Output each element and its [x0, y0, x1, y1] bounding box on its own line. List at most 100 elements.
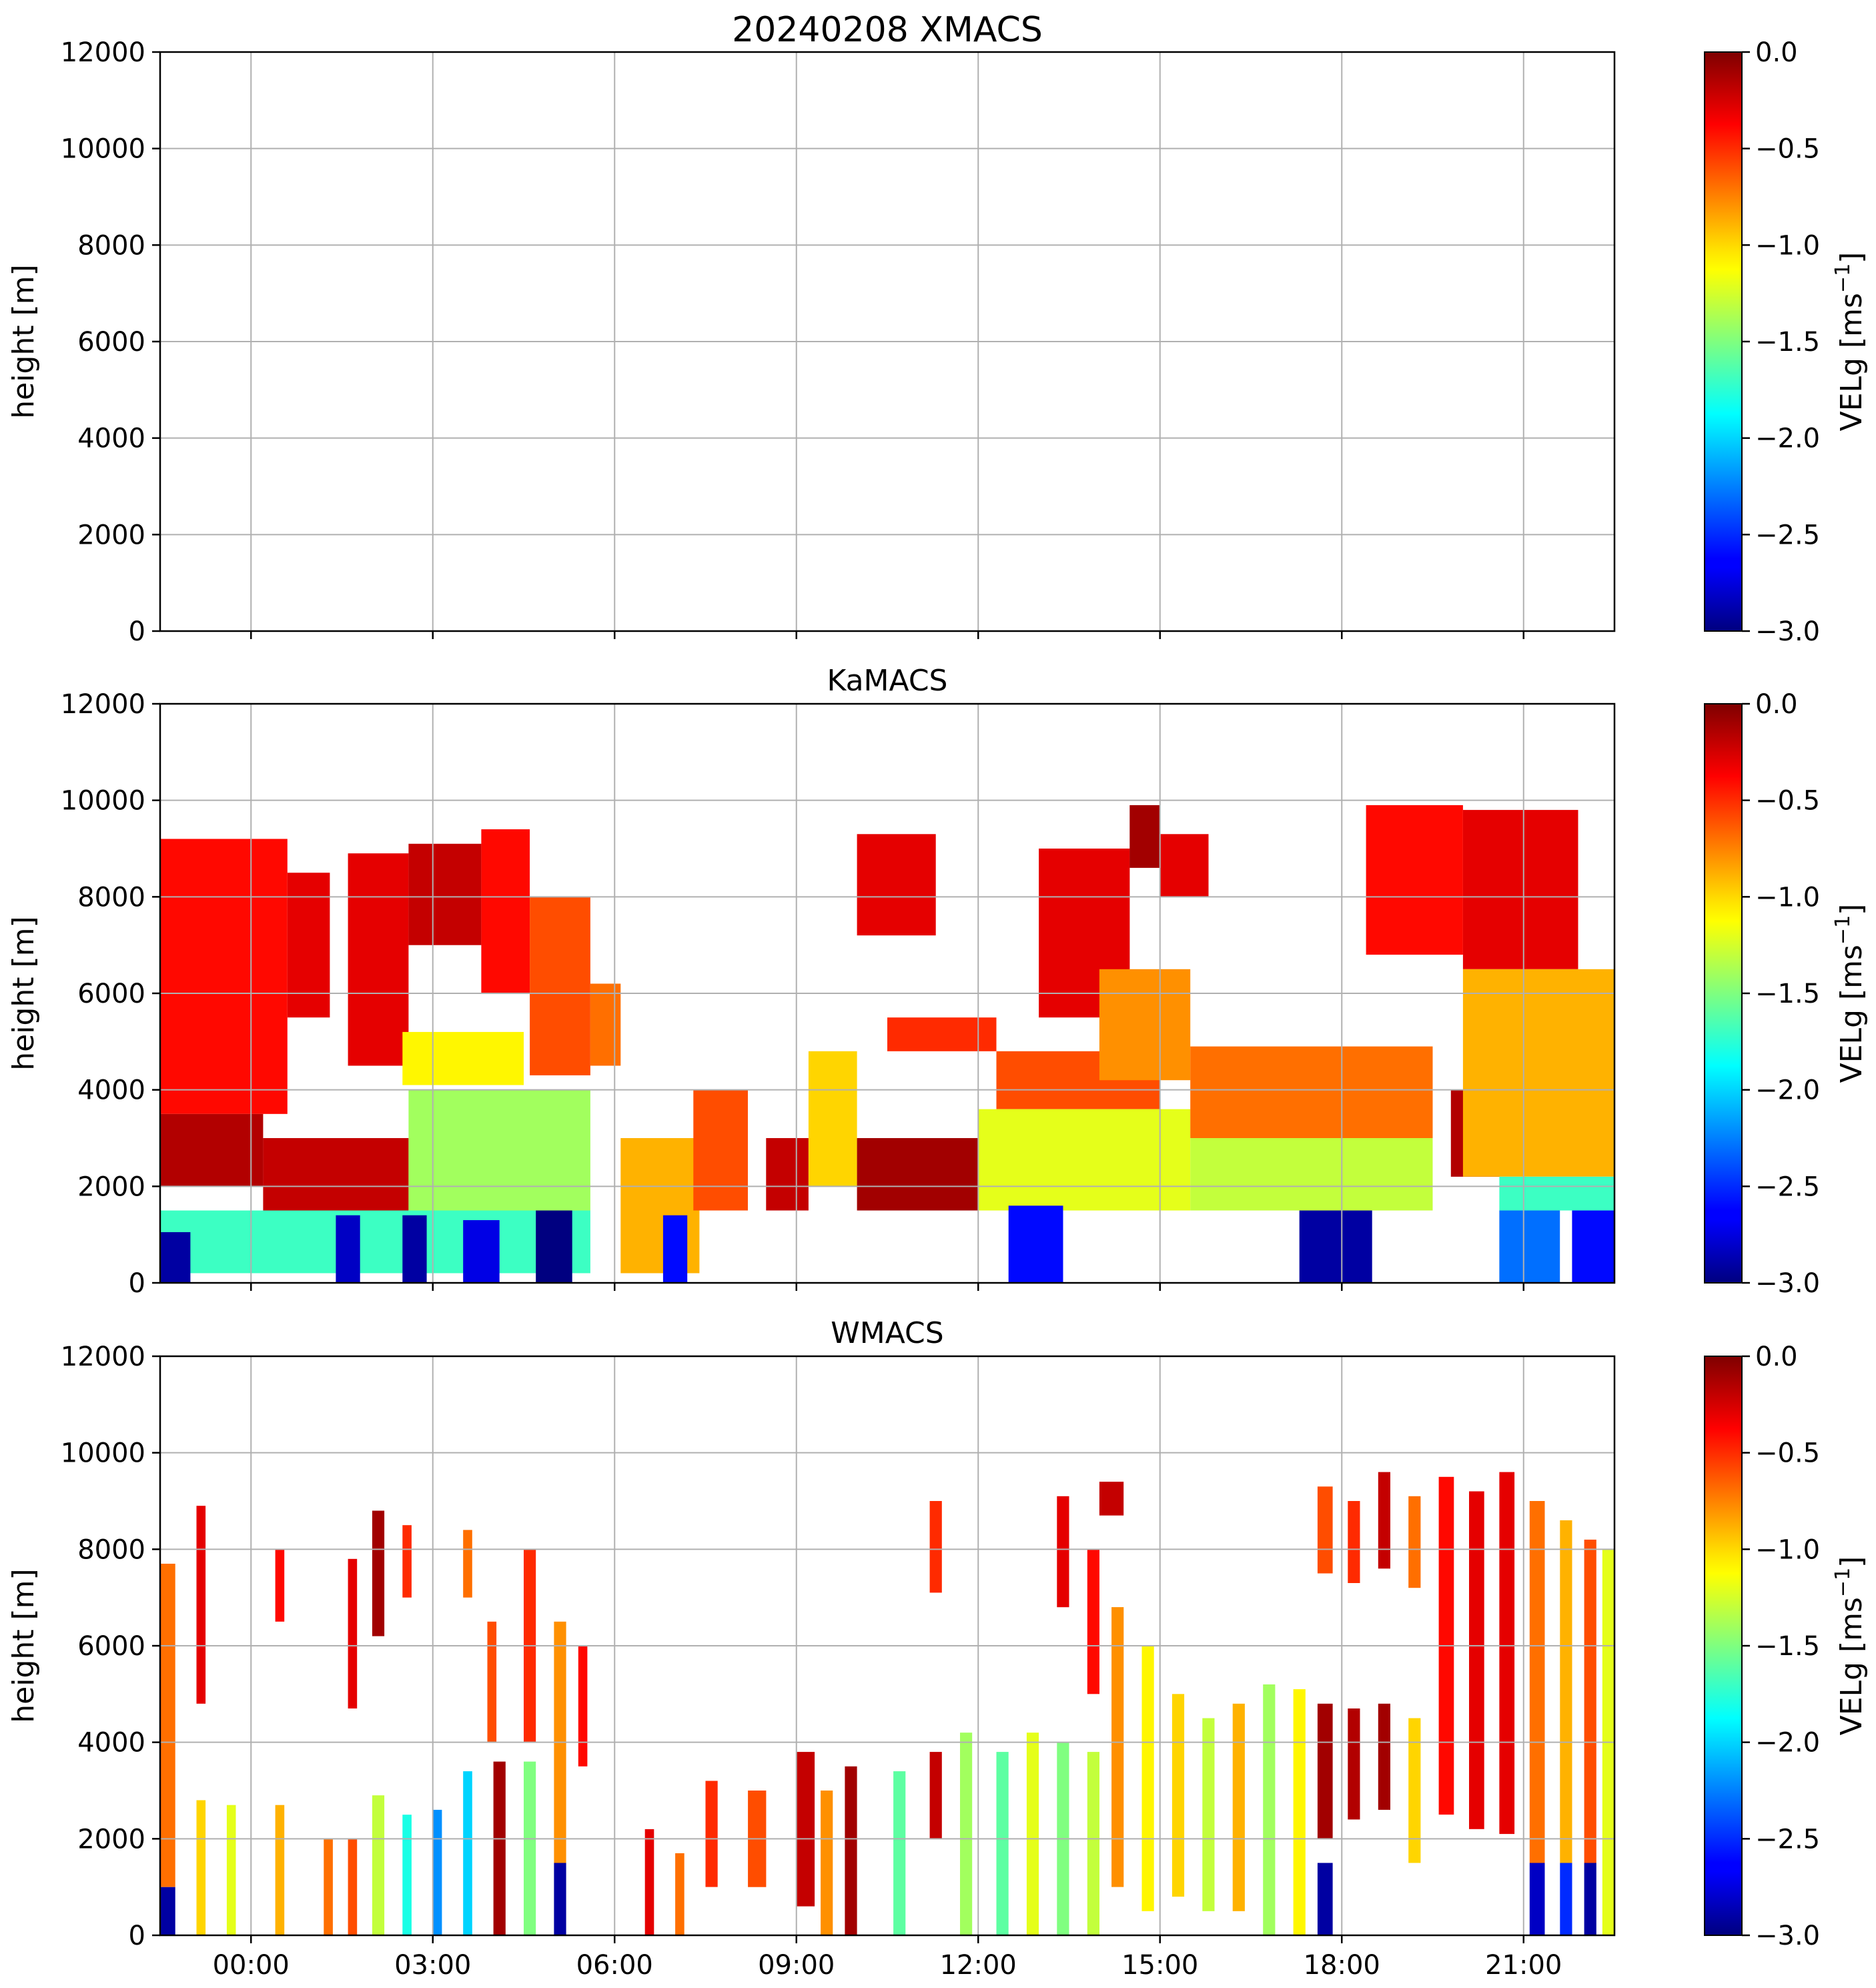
y-axis: 0 2000 4000 6000 8000 10000 12000	[61, 1342, 160, 1951]
echo-region	[226, 1805, 236, 1935]
colorbar-tick-label: −1.0	[1755, 230, 1820, 261]
colorbar: 0.0 −0.5 −1.0 −1.5 −2.0 −2.5 −3.0 VELg […	[1704, 1342, 1869, 1951]
x-tick-label: 09:00	[758, 1950, 835, 1981]
y-tick-label: 12000	[61, 689, 145, 720]
panel-title: WMACS	[831, 1316, 943, 1350]
echo-region	[893, 1771, 906, 1935]
y-axis: 0 2000 4000 6000 8000 10000 12000	[61, 689, 160, 1299]
y-tick-label: 6000	[77, 327, 145, 358]
echo-region	[1299, 1210, 1372, 1283]
colorbar-tick-label: −2.0	[1755, 1728, 1820, 1759]
colorbar-tick-label: −1.5	[1755, 327, 1820, 358]
echo-region	[1348, 1708, 1360, 1820]
colorbar: 0.0 −0.5 −1.0 −1.5 −2.0 −2.5 −3.0 VELg […	[1704, 37, 1869, 647]
echo-region	[1317, 1486, 1333, 1574]
x-tick-label: 21:00	[1485, 1950, 1562, 1981]
y-tick-label: 12000	[61, 37, 145, 68]
echo-region	[1408, 1718, 1421, 1863]
y-axis: 0 2000 4000 6000 8000 10000 12000	[61, 37, 160, 647]
grid-lines	[160, 1356, 1614, 1936]
echo-region	[1202, 1718, 1215, 1911]
echo-region	[1263, 1684, 1276, 1935]
echo-region	[275, 1805, 285, 1935]
echo-layer	[160, 805, 1614, 1283]
echo-region	[1378, 1703, 1390, 1810]
colorbar-tick-label: −2.5	[1755, 520, 1820, 550]
echo-region	[160, 1232, 191, 1283]
echo-region	[408, 1089, 590, 1211]
echo-region	[960, 1732, 973, 1935]
echo-region	[578, 1646, 588, 1767]
echo-region	[1057, 1496, 1069, 1608]
colorbar-label: VELg [ms−1]	[1831, 904, 1869, 1083]
echo-region	[996, 1752, 1009, 1935]
echo-region	[324, 1839, 333, 1935]
echo-region	[1232, 1703, 1245, 1911]
echo-region	[402, 1215, 427, 1283]
panel-title: KaMACS	[827, 664, 948, 698]
echo-region	[1408, 1496, 1421, 1588]
x-tick-label: 15:00	[1121, 1950, 1198, 1981]
echo-region	[348, 1558, 358, 1708]
echo-region	[1462, 969, 1614, 1177]
panel-kamacs: KaMACS 0 2000 4000 6000 8000 10000 12000…	[7, 664, 1869, 1299]
y-tick-label: 6000	[77, 979, 145, 1009]
echo-region	[1317, 1863, 1333, 1935]
echo-region	[160, 1887, 175, 1935]
colorbar-tick-label: −0.5	[1755, 786, 1820, 817]
echo-region	[1190, 1046, 1433, 1138]
echo-region	[845, 1766, 857, 1935]
colorbar-tick-label: −2.0	[1755, 1075, 1820, 1106]
colorbar-tick-label: −2.5	[1755, 1824, 1820, 1855]
echo-region	[857, 834, 936, 936]
echo-region	[536, 1210, 572, 1283]
echo-region	[372, 1795, 385, 1935]
echo-region	[160, 1564, 175, 1887]
y-axis-label: height [m]	[7, 916, 41, 1070]
colorbar-gradient	[1704, 51, 1743, 632]
echo-region	[1462, 810, 1578, 969]
echo-region	[1584, 1539, 1596, 1863]
echo-region	[1499, 1176, 1614, 1211]
colorbar-tick-label: 0.0	[1755, 1342, 1798, 1372]
echo-region	[530, 897, 590, 1075]
echo-region	[408, 843, 482, 945]
y-tick-label: 2000	[77, 1171, 145, 1202]
echo-region	[372, 1510, 385, 1636]
x-axis	[250, 631, 1524, 639]
echo-region	[1499, 1210, 1560, 1283]
y-tick-label: 0	[129, 1268, 145, 1299]
echo-region	[160, 1210, 590, 1274]
echo-region	[160, 839, 288, 1114]
echo-region	[432, 1809, 442, 1935]
y-tick-label: 10000	[61, 1438, 145, 1469]
echo-layer	[160, 1472, 1614, 1935]
echo-region	[1026, 1732, 1039, 1935]
echo-region	[402, 1525, 412, 1598]
colorbar-tick-label: −3.0	[1755, 1921, 1820, 1951]
colorbar-tick-label: −0.5	[1755, 1438, 1820, 1469]
x-tick-label: 00:00	[213, 1950, 290, 1981]
echo-region	[1560, 1520, 1572, 1863]
colorbar-tick-label: −3.0	[1755, 616, 1820, 647]
y-tick-label: 4000	[77, 1728, 145, 1759]
echo-region	[1560, 1863, 1572, 1935]
panel-xmacs: 20240208 XMACS 0 2000 4000 6000 8000 100…	[7, 10, 1869, 647]
colorbar-tick-label: 0.0	[1755, 689, 1798, 720]
y-tick-label: 0	[129, 1921, 145, 1951]
echo-region	[1529, 1863, 1545, 1935]
colorbar-tick-label: −1.0	[1755, 1534, 1820, 1565]
echo-region	[1348, 1501, 1360, 1583]
colorbar-tick-label: −1.5	[1755, 979, 1820, 1009]
x-tick-label: 18:00	[1304, 1950, 1380, 1981]
colorbar-tick-label: −2.0	[1755, 424, 1820, 454]
y-tick-label: 4000	[77, 424, 145, 454]
colorbar-tick-label: −2.5	[1755, 1171, 1820, 1202]
colorbar-tick-label: −1.5	[1755, 1631, 1820, 1662]
echo-region	[821, 1791, 833, 1935]
echo-region	[978, 1109, 1191, 1211]
x-tick-label: 06:00	[576, 1950, 653, 1981]
y-axis-label: height [m]	[7, 264, 41, 418]
echo-region	[1111, 1607, 1124, 1887]
echo-region	[705, 1781, 718, 1887]
